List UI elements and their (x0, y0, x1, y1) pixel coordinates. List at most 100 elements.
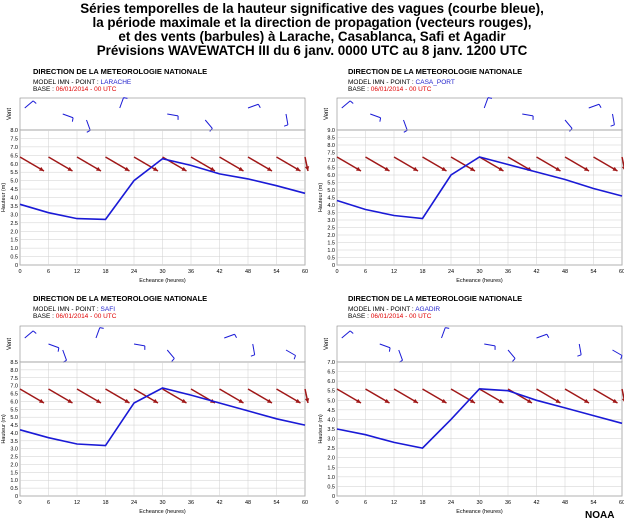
propagation-vector (336, 388, 362, 404)
y-tick-label: 7.5 (10, 136, 18, 142)
y-tick-label: 2.0 (10, 229, 18, 235)
title-line: la période maximale et la direction de p… (92, 15, 532, 30)
propagation-vector (19, 388, 45, 404)
propagation-vector (536, 388, 561, 404)
y-tick-label: 0 (332, 263, 335, 269)
x-tick-label: 30 (476, 500, 482, 506)
y-tick-label: 3.5 (327, 211, 335, 217)
wind-barb (588, 103, 602, 109)
x-tick-label: 12 (391, 269, 397, 275)
wind-barb (95, 327, 104, 339)
wind-barb (250, 343, 256, 357)
x-tick-label: 24 (131, 500, 137, 506)
wind-barb (483, 97, 493, 109)
wind-barb (119, 97, 128, 109)
x-tick-label: 60 (302, 269, 308, 275)
x-tick-label: 6 (47, 500, 50, 506)
base-line: BASE : 06/01/2014 - 00 UTC (348, 86, 432, 93)
propagation-vector (564, 156, 590, 172)
propagation-vector (105, 156, 130, 172)
wind-label: Vent (7, 338, 13, 350)
propagation-vector (393, 156, 419, 172)
propagation-vector (450, 388, 476, 404)
wind-barb (379, 343, 391, 352)
y-tick-label: 3.5 (10, 439, 18, 445)
y-tick-label: 3.0 (10, 212, 18, 218)
y-tick-label: 1.0 (10, 478, 18, 484)
y-tick-label: 0.5 (10, 486, 18, 492)
propagation-vector (304, 156, 310, 172)
propagation-vector (276, 156, 301, 172)
base-date: 06/01/2014 - 00 UTC (56, 313, 117, 320)
wind-barb (283, 113, 289, 127)
x-tick-label: 36 (505, 500, 511, 506)
y-tick-label: 1.5 (327, 241, 335, 247)
y-axis-label: Hauteur (m) (318, 183, 324, 213)
x-tick-label: 30 (159, 500, 165, 506)
y-tick-label: 4.0 (10, 431, 18, 437)
x-tick-label: 0 (335, 269, 338, 275)
propagation-vector (219, 388, 244, 404)
y-tick-label: 5.0 (327, 398, 335, 404)
y-tick-label: 5.5 (327, 181, 335, 187)
base-line: BASE : 06/01/2014 - 00 UTC (348, 313, 432, 320)
y-tick-label: 0.5 (10, 255, 18, 261)
y-tick-label: 4.5 (327, 408, 335, 414)
y-tick-label: 5.0 (10, 179, 18, 185)
wind-barb (24, 100, 37, 109)
y-tick-label: 6.5 (10, 392, 18, 398)
x-tick-label: 24 (448, 500, 454, 506)
propagation-vector (536, 156, 561, 172)
wind-barb (398, 349, 403, 363)
x-tick-label: 42 (533, 500, 539, 506)
wind-barb (370, 113, 382, 122)
panel-header: DIRECTION DE LA METEOROLOGIE NATIONALE (348, 294, 522, 303)
x-axis-label: Echeance (heures) (456, 509, 503, 515)
y-tick-label: 3.5 (10, 204, 18, 210)
wind-barb (536, 333, 550, 339)
y-tick-label: 4.5 (10, 423, 18, 429)
propagation-vector (48, 156, 73, 172)
wind-label: Vent (324, 338, 330, 350)
credit-label: NOAA (585, 510, 615, 521)
x-tick-label: 60 (619, 500, 624, 506)
title-line: Prévisions WAVEWATCH III du 6 janv. 0000… (96, 43, 528, 58)
propagation-vector (365, 388, 390, 404)
propagation-vector (336, 156, 362, 172)
y-tick-label: 7.0 (327, 158, 335, 164)
y-tick-label: 2.0 (327, 456, 335, 462)
model-line-prefix: MODEL IMN - POINT : (33, 306, 101, 313)
model-line-prefix: MODEL IMN - POINT : (348, 306, 415, 313)
y-tick-label: 1.5 (10, 470, 18, 476)
propagation-vector (19, 156, 45, 172)
x-tick-label: 48 (245, 269, 251, 275)
y-tick-label: 7.5 (327, 151, 335, 157)
x-tick-label: 30 (159, 269, 165, 275)
y-tick-label: 2.5 (327, 226, 335, 232)
x-tick-label: 48 (245, 500, 251, 506)
y-tick-label: 7.5 (10, 376, 18, 382)
x-tick-label: 42 (216, 269, 222, 275)
propagation-vector (190, 156, 216, 172)
wind-label: Vent (324, 108, 330, 120)
y-tick-label: 5.5 (327, 389, 335, 395)
model-point-line: MODEL IMN - POINT : AGADIR (348, 306, 440, 313)
x-tick-label: 36 (505, 269, 511, 275)
y-tick-label: 4.5 (327, 196, 335, 202)
propagation-vector (479, 388, 504, 404)
y-tick-label: 9.0 (327, 128, 335, 134)
y-tick-label: 4.0 (327, 203, 335, 209)
y-tick-label: 2.5 (10, 221, 18, 227)
base-prefix: BASE : (33, 86, 56, 93)
x-tick-label: 0 (335, 500, 338, 506)
propagation-vector (247, 388, 273, 404)
propagation-vector (564, 388, 590, 404)
base-prefix: BASE : (33, 313, 56, 320)
wind-barb (610, 113, 615, 127)
x-tick-label: 0 (18, 269, 21, 275)
y-tick-label: 3.5 (327, 427, 335, 433)
y-axis-label: Hauteur (m) (1, 414, 7, 444)
y-tick-label: 8.5 (327, 136, 335, 142)
